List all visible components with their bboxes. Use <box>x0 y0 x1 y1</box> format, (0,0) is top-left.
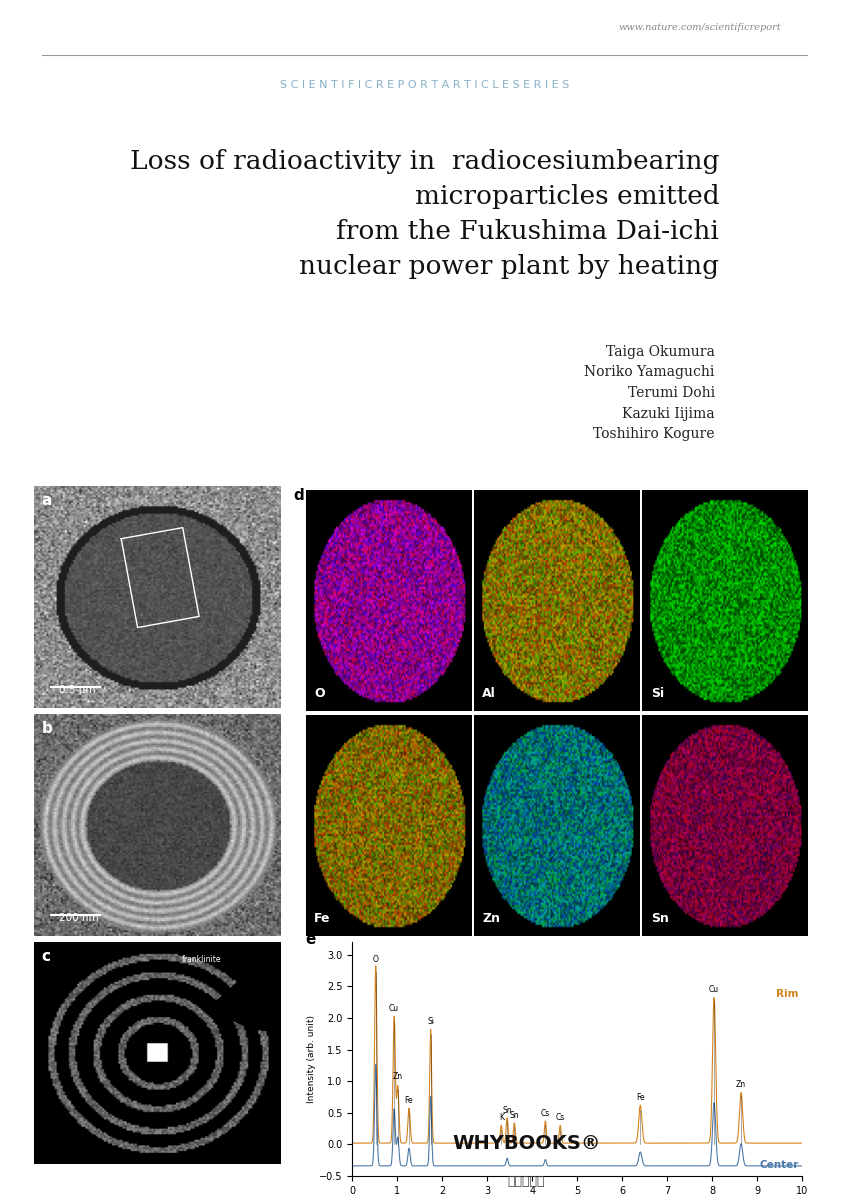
Text: Cu: Cu <box>389 1004 399 1014</box>
Text: Zn: Zn <box>482 912 500 925</box>
Text: Sn: Sn <box>509 1111 519 1120</box>
Text: Rim: Rim <box>776 989 799 998</box>
Text: Center: Center <box>759 1159 799 1170</box>
Text: 200 nm: 200 nm <box>59 913 98 923</box>
Text: d: d <box>293 487 304 503</box>
Text: www.nature.com/scientificreport: www.nature.com/scientificreport <box>618 23 781 32</box>
Text: franklinite: franklinite <box>182 955 222 965</box>
Text: Fe: Fe <box>636 1093 644 1102</box>
Text: Si: Si <box>427 1018 434 1026</box>
Text: S C I E N T I F I C R E P O R T A R T I C L E S E R I E S: S C I E N T I F I C R E P O R T A R T I … <box>280 80 569 90</box>
Text: O: O <box>373 955 379 964</box>
Text: c: c <box>42 949 50 964</box>
Text: 0.5 μm: 0.5 μm <box>59 685 95 695</box>
Y-axis label: Intensity (arb. unit): Intensity (arb. unit) <box>307 1015 317 1103</box>
Text: a: a <box>42 493 52 508</box>
Text: WHYBOOKS®: WHYBOOKS® <box>453 1133 600 1152</box>
Text: Cs: Cs <box>555 1114 565 1122</box>
Text: Sn: Sn <box>503 1105 512 1115</box>
Text: e: e <box>306 931 316 947</box>
Text: O: O <box>314 686 324 700</box>
Text: Cu: Cu <box>709 985 719 994</box>
Text: 주와이북스: 주와이북스 <box>508 1175 545 1188</box>
Text: Taiga Okumura
Noriko Yamaguchi
Terumi Dohi
Kazuki Iijima
Toshihiro Kogure: Taiga Okumura Noriko Yamaguchi Terumi Do… <box>584 344 715 442</box>
Text: Fe: Fe <box>314 912 330 925</box>
Text: K: K <box>498 1114 503 1122</box>
Text: b: b <box>42 721 53 736</box>
Text: Si: Si <box>650 686 664 700</box>
Text: Zn: Zn <box>736 1080 746 1088</box>
Text: Al: Al <box>482 686 496 700</box>
Wedge shape <box>211 943 281 1032</box>
Text: Zn: Zn <box>393 1072 402 1081</box>
Text: Fe: Fe <box>405 1096 413 1105</box>
Text: Loss of radioactivity in  radiocesiumbearing
microparticles emitted
from the Fuk: Loss of radioactivity in radiocesiumbear… <box>130 149 719 278</box>
Text: Sn: Sn <box>650 912 668 925</box>
Text: Cs: Cs <box>541 1109 550 1118</box>
